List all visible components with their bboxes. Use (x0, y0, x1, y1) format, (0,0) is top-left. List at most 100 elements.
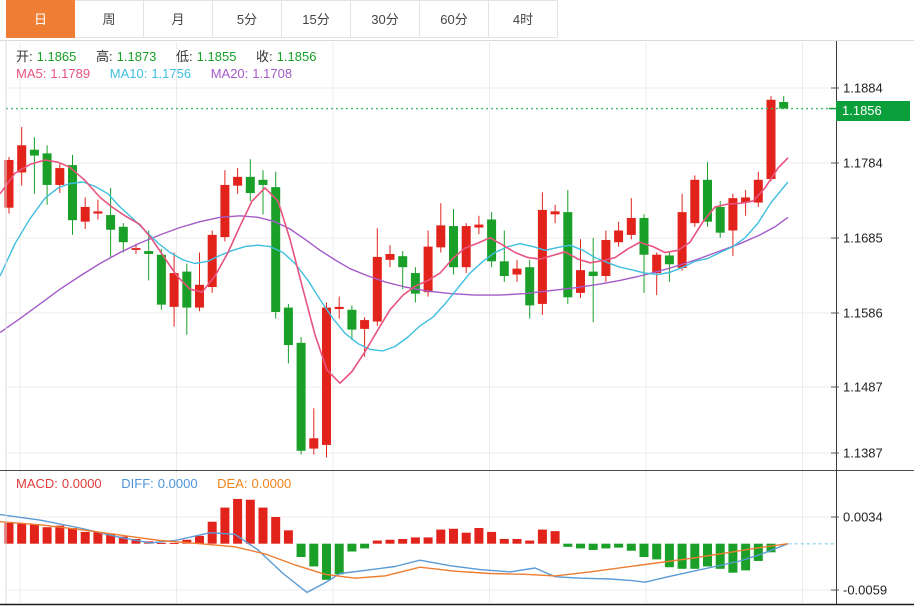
tab-7-60分[interactable]: 60分 (420, 0, 489, 38)
ma20-line (0, 215, 789, 334)
macd-label: MACD: (16, 476, 58, 491)
candle-body (68, 165, 77, 221)
macd-hist-bar (703, 543, 712, 567)
open-value: 1.1865 (36, 49, 77, 64)
current-price-tag: 1.1856 (836, 101, 910, 121)
candle-body (347, 309, 357, 330)
macd-hist-bar (639, 543, 649, 558)
candle-body (296, 342, 306, 451)
macd-hist-bar (322, 543, 331, 580)
candle-body (537, 209, 547, 304)
macd-hist-bar (55, 525, 65, 544)
macd-hist-bar (347, 543, 357, 552)
tab-3-月[interactable]: 月 (144, 0, 213, 38)
y-axis-label: 1.1387 (843, 446, 883, 461)
tab-1-日[interactable]: 日 (6, 0, 75, 38)
y-axis-label: 1.1784 (843, 156, 883, 171)
candle-body (474, 224, 484, 228)
macd-hist-bar (17, 523, 27, 544)
macd-hist-bar (296, 543, 306, 558)
candle-body (436, 225, 446, 248)
candle-body (449, 226, 458, 268)
macd-hist-bar (588, 543, 598, 550)
macd-hist-bar (106, 533, 116, 544)
candle-body (550, 211, 560, 215)
candle-body (626, 217, 636, 235)
candle-body (372, 256, 382, 322)
macd-hist-bar (487, 531, 497, 544)
candle-body (118, 226, 128, 243)
macd-hist-bar (42, 527, 52, 544)
diff-label: DIFF: (121, 476, 154, 491)
macd-hist-bar (525, 540, 535, 544)
macd-hist-bar (652, 543, 662, 560)
macd-hist-bar (334, 543, 344, 575)
tab-6-30分[interactable]: 30分 (351, 0, 420, 38)
candle-body (664, 255, 674, 265)
candle-body (334, 306, 344, 310)
candle-body (245, 176, 255, 194)
candle-body (766, 99, 776, 180)
macd-hist-bar (512, 538, 522, 544)
macd-hist-bar (753, 543, 763, 561)
candle-body (156, 254, 166, 305)
macd-hist-bar (766, 543, 776, 553)
candle-body (17, 145, 27, 173)
candle-body (614, 230, 624, 243)
y-axis-label: 1.1884 (843, 81, 883, 96)
macd-hist-bar (499, 538, 509, 544)
macd-hist-bar (728, 543, 738, 573)
macd-hist-bar (80, 531, 90, 544)
tab-2-周[interactable]: 周 (75, 0, 144, 38)
low-label: 低: (176, 49, 193, 64)
candle-body (601, 240, 611, 277)
candle-body (182, 271, 192, 308)
candle-body (220, 184, 230, 238)
macd-hist-bar (156, 542, 166, 544)
tab-5-15分[interactable]: 15分 (282, 0, 351, 38)
candle-body (385, 253, 395, 260)
macd-axis-label: 0.0034 (843, 510, 883, 525)
ma20-label: MA20: (210, 66, 249, 81)
candle-body (360, 320, 370, 329)
tab-8-4时[interactable]: 4时 (489, 0, 558, 38)
candle-body (309, 438, 319, 449)
ma5-label: MA5: (16, 66, 47, 81)
macd-hist-bar (360, 543, 370, 549)
y-axis-label: 1.1487 (843, 380, 883, 395)
candle-body (42, 153, 52, 185)
candle-body (677, 212, 687, 268)
candle-body (398, 256, 408, 268)
candle-body (779, 101, 789, 109)
candle-body (29, 149, 39, 156)
open-label: 开: (16, 49, 33, 64)
candle-body (753, 179, 763, 203)
macd-hist-bar (283, 530, 293, 544)
macd-hist-bar (258, 507, 268, 544)
macd-axis-label: -0.0059 (843, 583, 887, 598)
candle-body (715, 206, 725, 233)
close-value: 1.1856 (276, 49, 317, 64)
macd-hist-bar (29, 524, 39, 544)
candle-body (741, 197, 751, 203)
macd-hist-bar (423, 537, 433, 544)
candle-body (93, 211, 103, 214)
macd-hist-bar (169, 542, 179, 544)
macd-hist-bar (220, 507, 230, 544)
macd-hist-bar (576, 543, 585, 549)
macd-hist-bar (741, 543, 751, 571)
candle-body (487, 219, 497, 262)
ma20-value: 1.1708 (252, 66, 293, 81)
candle-body (588, 271, 598, 277)
tab-4-5分[interactable]: 5分 (213, 0, 282, 38)
timeframe-tab-bar: 日周月 5分 15分 30分 60分 4时 (6, 0, 558, 40)
macd-hist-bar (715, 543, 725, 569)
y-axis-label: 1.1586 (843, 306, 883, 321)
candle-body (525, 267, 535, 306)
candle-body (652, 254, 662, 274)
ohlc-legend: 开: 1.1865 高: 1.1873 低: 1.1855 收: 1.1856 (16, 46, 320, 65)
macd-hist-bar (537, 529, 547, 544)
candle-body (55, 168, 65, 185)
